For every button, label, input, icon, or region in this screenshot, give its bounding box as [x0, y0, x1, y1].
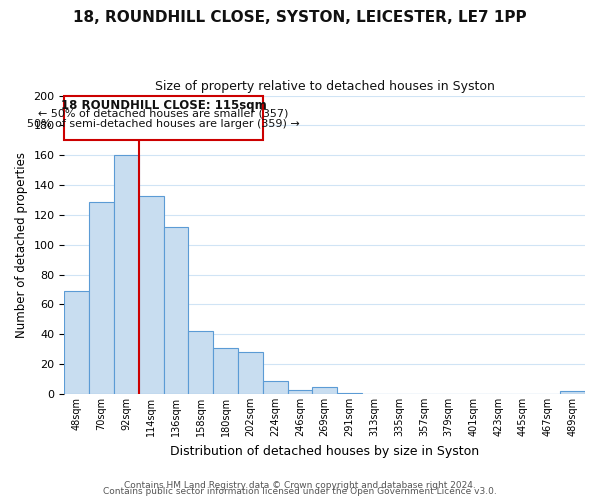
Text: ← 50% of detached houses are smaller (357): ← 50% of detached houses are smaller (35… [38, 109, 289, 119]
Bar [238, 352, 263, 394]
Bar [188, 332, 213, 394]
Title: Size of property relative to detached houses in Syston: Size of property relative to detached ho… [155, 80, 494, 93]
Bar [287, 390, 313, 394]
Text: Contains HM Land Registry data © Crown copyright and database right 2024.: Contains HM Land Registry data © Crown c… [124, 481, 476, 490]
FancyBboxPatch shape [64, 96, 263, 140]
Bar [89, 202, 114, 394]
Bar [213, 348, 238, 394]
Bar [114, 155, 139, 394]
Bar [337, 392, 362, 394]
Text: 18, ROUNDHILL CLOSE, SYSTON, LEICESTER, LE7 1PP: 18, ROUNDHILL CLOSE, SYSTON, LEICESTER, … [73, 10, 527, 25]
Y-axis label: Number of detached properties: Number of detached properties [15, 152, 28, 338]
Bar [164, 227, 188, 394]
Text: Contains public sector information licensed under the Open Government Licence v3: Contains public sector information licen… [103, 488, 497, 496]
Bar [139, 196, 164, 394]
Bar [64, 291, 89, 394]
Bar [313, 386, 337, 394]
Text: 50% of semi-detached houses are larger (359) →: 50% of semi-detached houses are larger (… [27, 120, 300, 130]
Bar [560, 391, 585, 394]
X-axis label: Distribution of detached houses by size in Syston: Distribution of detached houses by size … [170, 444, 479, 458]
Bar [263, 380, 287, 394]
Text: 18 ROUNDHILL CLOSE: 115sqm: 18 ROUNDHILL CLOSE: 115sqm [61, 98, 266, 112]
